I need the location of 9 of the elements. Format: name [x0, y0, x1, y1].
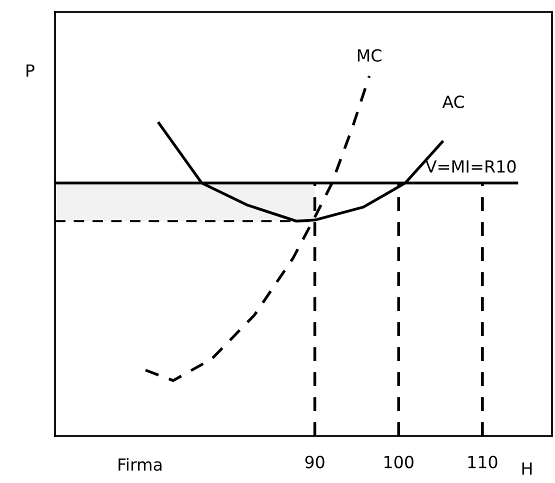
- text: Firma: [118, 458, 162, 471]
- x-tick-label: 90: [305, 456, 324, 468]
- x-axis-title: H: [522, 462, 532, 475]
- series-label: V=MI=R10: [426, 160, 516, 173]
- series-label: MC: [358, 49, 382, 62]
- y-axis-title: P: [26, 64, 34, 77]
- text: AC: [442, 96, 464, 108]
- x-tick-label: 100: [384, 456, 414, 468]
- x-tick-label: 110: [468, 456, 498, 468]
